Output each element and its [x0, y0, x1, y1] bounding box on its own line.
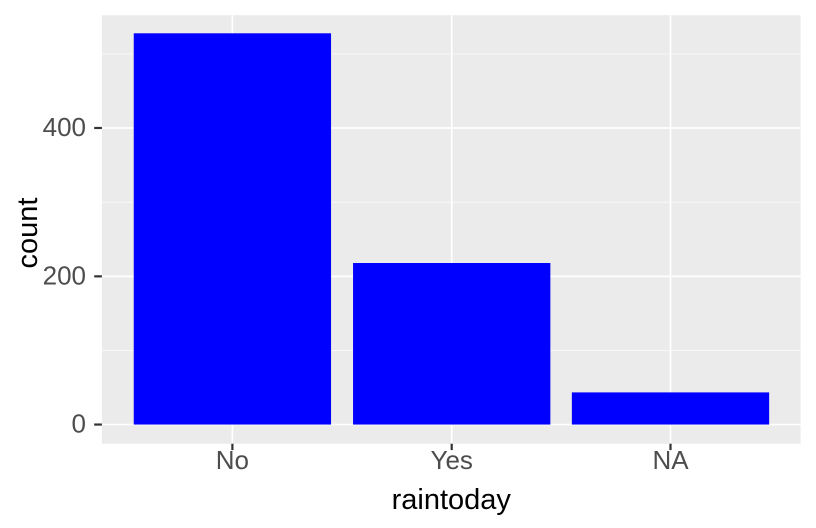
svg-text:400: 400 [43, 112, 86, 142]
svg-text:0: 0 [72, 409, 86, 439]
svg-text:No: No [216, 445, 249, 475]
svg-text:raintoday: raintoday [392, 484, 512, 516]
svg-text:NA: NA [652, 445, 689, 475]
svg-text:Yes: Yes [430, 445, 472, 475]
svg-text:200: 200 [43, 260, 86, 290]
svg-text:count: count [12, 198, 44, 269]
